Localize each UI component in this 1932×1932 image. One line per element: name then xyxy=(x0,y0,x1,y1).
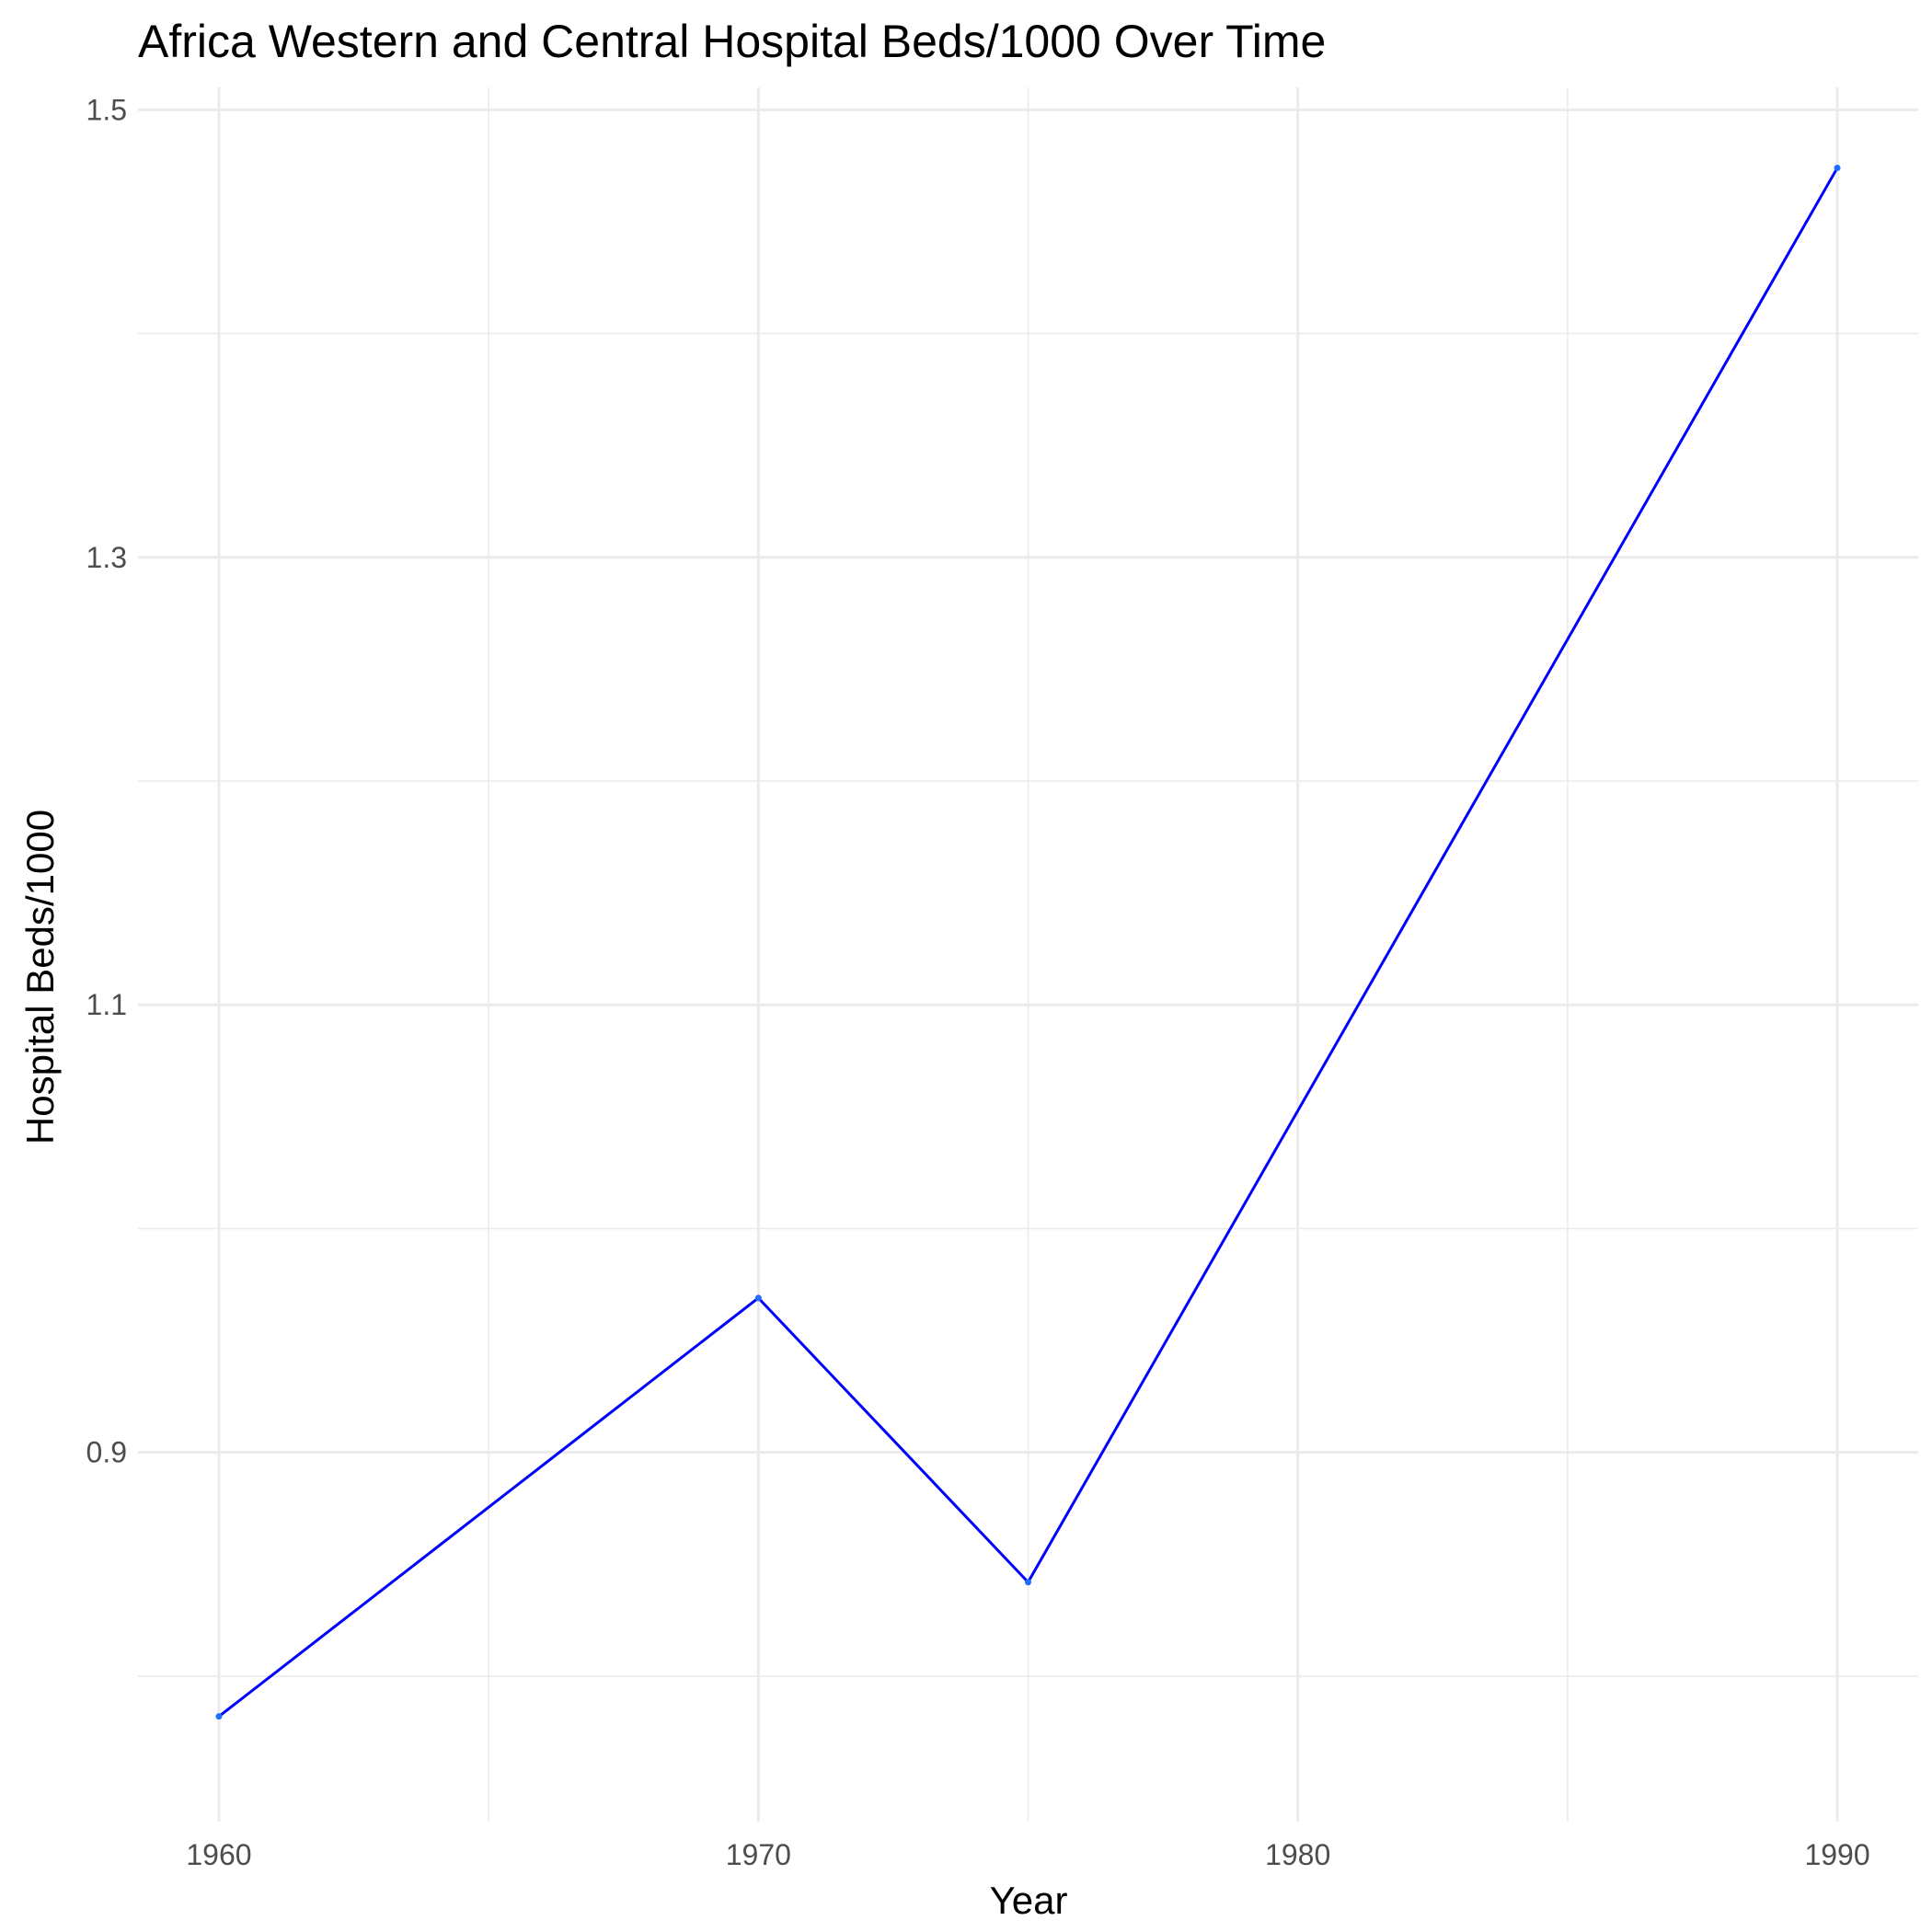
y-tick-label: 0.9 xyxy=(86,1436,127,1469)
data-point xyxy=(754,1294,762,1302)
y-axis-title: Hospital Beds/1000 xyxy=(18,810,62,1144)
x-tick-label: 1990 xyxy=(1804,1838,1869,1871)
grid xyxy=(138,87,1918,1822)
x-tick-label: 1970 xyxy=(726,1838,791,1871)
series-line xyxy=(217,167,1839,1719)
x-axis-title: Year xyxy=(990,1879,1068,1922)
y-tick-label: 1.3 xyxy=(86,541,127,574)
x-tick-label: 1980 xyxy=(1265,1838,1330,1871)
axis-labels: 0.9 1.1 1.3 1.5 1960 1970 1980 1990 xyxy=(86,93,1870,1871)
y-tick-label: 1.5 xyxy=(86,93,127,126)
data-point xyxy=(1834,165,1841,172)
data-point xyxy=(1025,1579,1031,1586)
x-tick-label: 1960 xyxy=(186,1838,251,1871)
series-layer xyxy=(215,165,1841,1720)
data-point xyxy=(215,1713,223,1720)
y-tick-label: 1.1 xyxy=(86,988,127,1021)
chart-title: Africa Western and Central Hospital Beds… xyxy=(138,16,1326,67)
